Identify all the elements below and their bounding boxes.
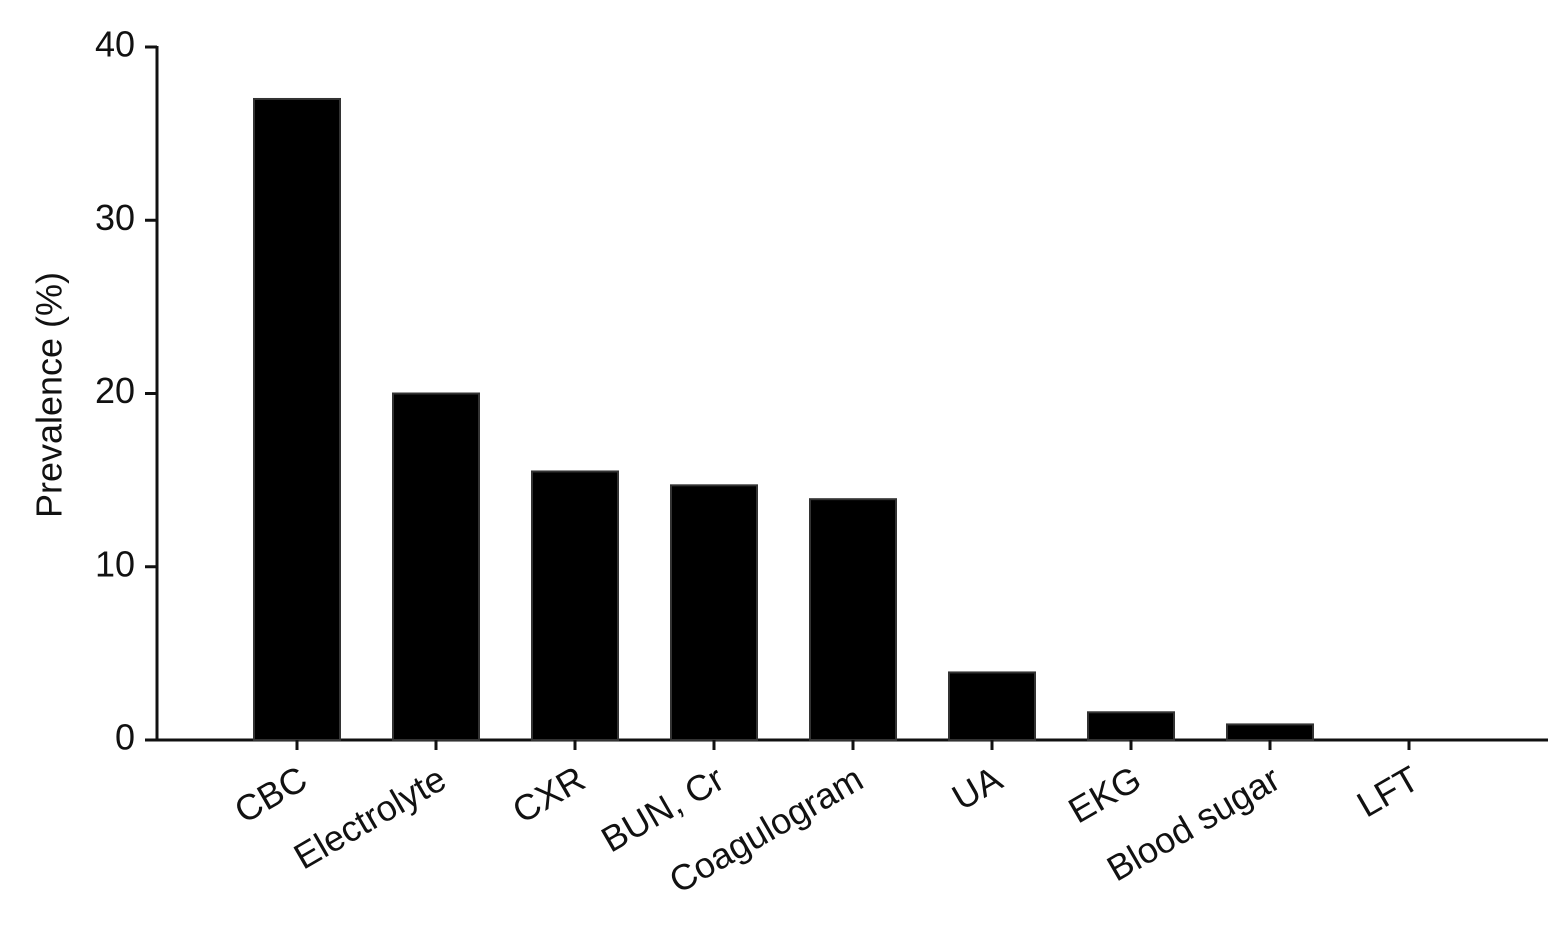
x-tick-label: LFT xyxy=(1350,758,1426,826)
bar xyxy=(531,470,619,741)
bar xyxy=(1087,711,1175,742)
y-tick-label: 30 xyxy=(95,197,135,238)
x-tick-label: CXR xyxy=(505,758,591,832)
y-axis-label: Prevalence (%) xyxy=(29,272,70,518)
bar xyxy=(392,392,480,741)
bar xyxy=(948,671,1036,741)
y-tick-label: 10 xyxy=(95,543,135,584)
x-tick-label: UA xyxy=(945,758,1009,819)
y-tick-label: 0 xyxy=(115,717,135,758)
bar xyxy=(1226,723,1314,741)
bar xyxy=(670,484,758,742)
x-tick-label: CBC xyxy=(227,758,313,832)
bar xyxy=(809,498,897,741)
y-tick-label: 40 xyxy=(95,24,135,65)
x-tick-label: Electrolyte xyxy=(287,758,453,878)
x-tick-label: EKG xyxy=(1061,758,1147,832)
y-tick-label: 20 xyxy=(95,370,135,411)
bar xyxy=(253,97,341,742)
